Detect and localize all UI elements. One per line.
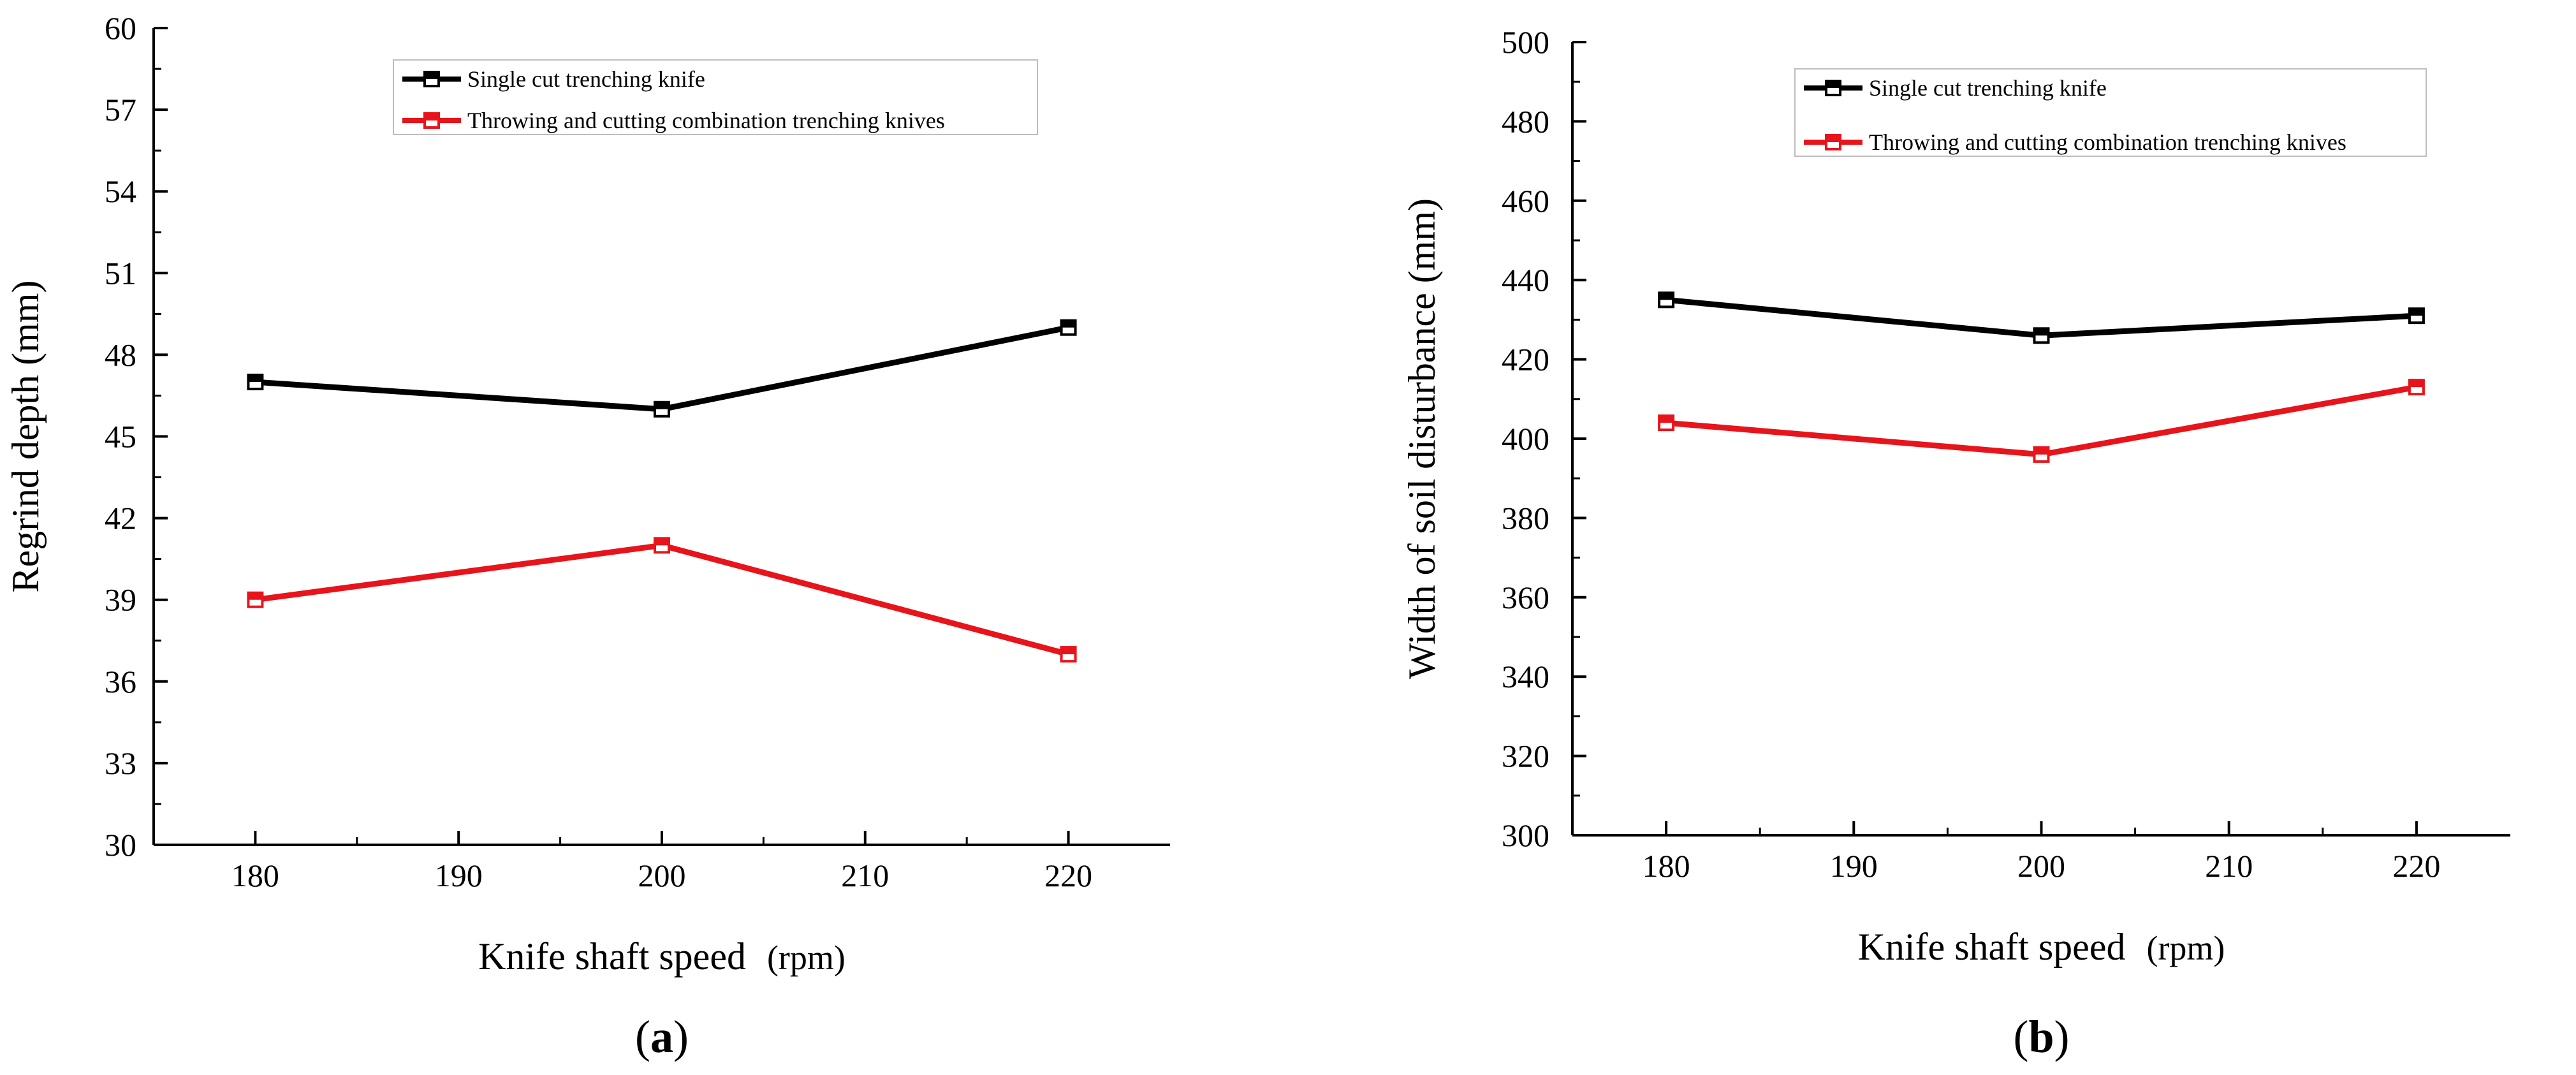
legend-entry: Throwing and cutting combination trenchi… [1869, 129, 2346, 155]
panel-label: (b) [2013, 1011, 2069, 1062]
y-axis-label: Width of soil disturbance (mm) [1401, 198, 1443, 679]
data-point-fill [248, 592, 263, 600]
panel-label-letter: a [650, 1011, 673, 1062]
data-point-fill [1659, 416, 1674, 423]
chart-panel-b: 300 320 340 360 380 400 420 440 460 480 500 180 190 2… [1401, 24, 2510, 1062]
y-tick-label: 320 [1502, 738, 1549, 774]
y-tick-label: 500 [1502, 24, 1549, 60]
panel-label-open: ( [2013, 1011, 2028, 1062]
data-point-fill [2034, 328, 2049, 336]
legend-entry: Single cut trenching knife [1869, 75, 2107, 101]
panel-label-letter: b [2028, 1011, 2054, 1062]
data-point-fill [248, 375, 263, 383]
data-point-fill [1061, 647, 1076, 655]
x-axis-label: Knife shaft speed (rpm) [478, 935, 845, 977]
x-tick-label: 210 [2205, 848, 2253, 884]
x-axis-label-unit: (rpm) [767, 939, 845, 977]
y-tick-label: 420 [1502, 342, 1549, 377]
legend-swatch-marker-fill [1826, 135, 1840, 142]
y-tick-label: 400 [1502, 421, 1549, 457]
y-tick-label: 33 [105, 745, 136, 781]
x-axis-label-unit: (rpm) [2146, 929, 2225, 967]
legend-box [393, 59, 1038, 135]
x-tick-label: 200 [638, 858, 686, 893]
legend-box [1794, 68, 2427, 157]
y-tick-label: 30 [105, 827, 136, 863]
legend-swatch-marker-fill [425, 72, 439, 79]
legend-swatch-marker-fill [1826, 81, 1840, 88]
x-tick-label: 220 [2392, 848, 2440, 884]
y-tick-label: 45 [105, 419, 136, 455]
y-axis-label: Regrind depth (mm) [4, 281, 47, 593]
y-tick-label: 57 [105, 92, 136, 128]
legend-swatch-marker-fill [425, 113, 439, 121]
x-tick-label: 180 [231, 858, 279, 893]
legend: Single cut trenching knife Throwing and c… [393, 59, 1038, 135]
y-tick-label: 460 [1502, 183, 1549, 219]
legend: Single cut trenching knife Throwing and c… [1794, 68, 2427, 157]
panel-label-close: ) [673, 1011, 689, 1062]
panel-label-open: ( [635, 1011, 650, 1062]
x-axis-label-text: Knife shaft speed [478, 935, 756, 977]
y-tick-label: 380 [1502, 500, 1549, 536]
x-tick-label: 190 [435, 858, 483, 893]
y-tick-label: 360 [1502, 580, 1549, 615]
y-tick-label: 51 [105, 255, 136, 291]
series-line-2 [1663, 384, 2420, 458]
data-point-fill [2034, 447, 2049, 455]
x-axis-label-text: Knife shaft speed [1858, 926, 2135, 968]
y-tick-label: 54 [105, 173, 136, 209]
data-point-fill [655, 538, 669, 546]
y-tick-label: 60 [105, 10, 136, 46]
y-tick-label: 36 [105, 664, 136, 699]
y-tick-label: 440 [1502, 262, 1549, 298]
series-line-2 [252, 542, 1072, 657]
x-tick-label: 200 [2017, 848, 2065, 884]
data-point-fill [655, 402, 669, 409]
y-tick-label: 42 [105, 501, 136, 536]
y-tick-label: 48 [105, 337, 136, 372]
y-tick-label: 340 [1502, 659, 1549, 694]
x-axis-label: Knife shaft speed (rpm) [1858, 926, 2225, 968]
legend-entry: Single cut trenching knife [467, 66, 705, 92]
panel-label: (a) [635, 1011, 689, 1062]
x-tick-label: 210 [841, 858, 889, 893]
chart-panel-a: 30 33 36 39 42 45 48 51 54 57 60 180 190 200 210 220 Kni… [4, 10, 1170, 1062]
x-tick-label: 190 [1830, 848, 1878, 884]
x-tick-label: 220 [1044, 858, 1092, 893]
y-tick-label: 480 [1502, 103, 1549, 139]
y-tick-label: 300 [1502, 817, 1549, 853]
data-point-fill [2409, 380, 2424, 388]
y-tick-label: 39 [105, 582, 136, 618]
data-point-fill [2409, 309, 2424, 316]
series-line-1 [252, 325, 1072, 413]
data-point-fill [1659, 293, 1674, 300]
data-point-fill [1061, 320, 1076, 328]
panel-label-close: ) [2054, 1011, 2070, 1062]
legend-entry: Throwing and cutting combination trenchi… [467, 108, 945, 133]
x-tick-label: 180 [1643, 848, 1690, 884]
